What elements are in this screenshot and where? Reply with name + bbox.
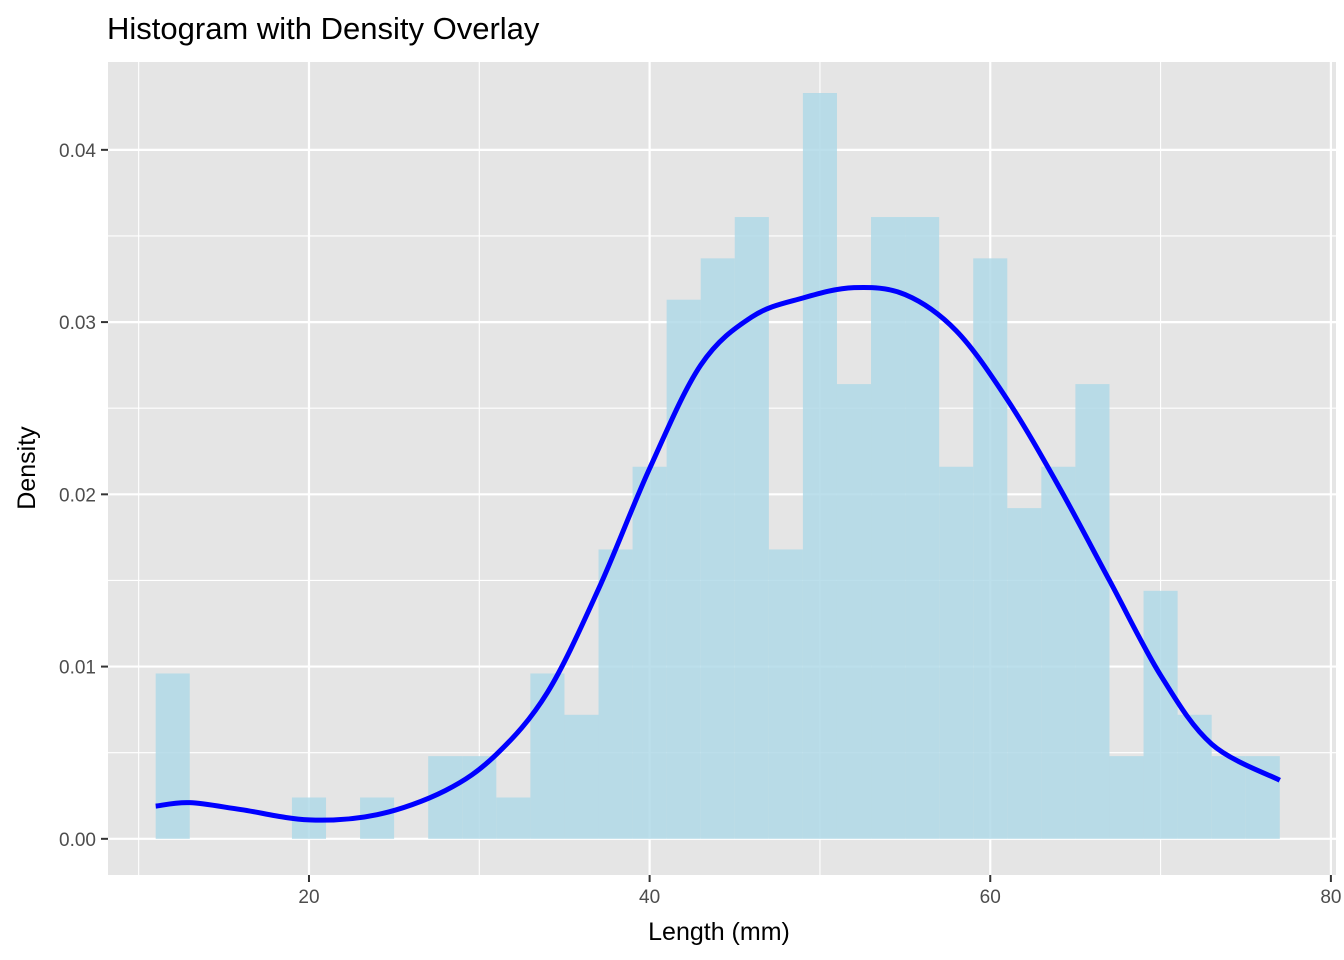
y-tick-label: 0.00 [59, 830, 96, 851]
histogram-bar [666, 299, 701, 839]
histogram-bars [155, 93, 1280, 839]
x-tick-label: 20 [298, 887, 319, 908]
chart-title: Histogram with Density Overlay [107, 11, 540, 46]
histogram-bar [1075, 384, 1110, 839]
y-axis-ticks: 0.00 0.01 0.02 0.03 0.04 [59, 141, 108, 851]
histogram-bar [939, 466, 974, 839]
histogram-bar [973, 258, 1008, 839]
histogram-bar [1041, 466, 1076, 839]
histogram-bar [598, 549, 633, 839]
histogram-bar [530, 673, 565, 839]
histogram-bar [564, 714, 599, 839]
histogram-bar [1177, 714, 1212, 839]
histogram-bar [155, 673, 190, 839]
histogram-bar [496, 797, 531, 839]
y-tick-label: 0.01 [59, 658, 96, 679]
histogram-bar [1007, 508, 1042, 839]
histogram-bar [1211, 756, 1246, 839]
x-tick-label: 40 [639, 887, 660, 908]
histogram-bar [836, 384, 872, 839]
histogram-bar [871, 217, 906, 839]
histogram-bar [905, 217, 940, 839]
x-tick-label: 60 [980, 887, 1001, 908]
y-tick-label: 0.04 [59, 141, 96, 162]
x-axis-ticks: 20 40 60 80 [298, 875, 1341, 908]
histogram-bar [734, 217, 769, 839]
y-tick-label: 0.02 [59, 485, 96, 506]
y-tick-label: 0.03 [59, 313, 96, 334]
y-axis-title: Density [13, 426, 41, 510]
histogram-bar [768, 549, 803, 839]
x-tick-label: 80 [1320, 887, 1341, 908]
histogram-bar [802, 93, 837, 839]
x-axis-title: Length (mm) [648, 918, 790, 946]
histogram-bar [1143, 590, 1178, 839]
histogram-bar [632, 466, 667, 839]
density-curve [155, 284, 1281, 823]
histogram-bar [1109, 756, 1144, 839]
